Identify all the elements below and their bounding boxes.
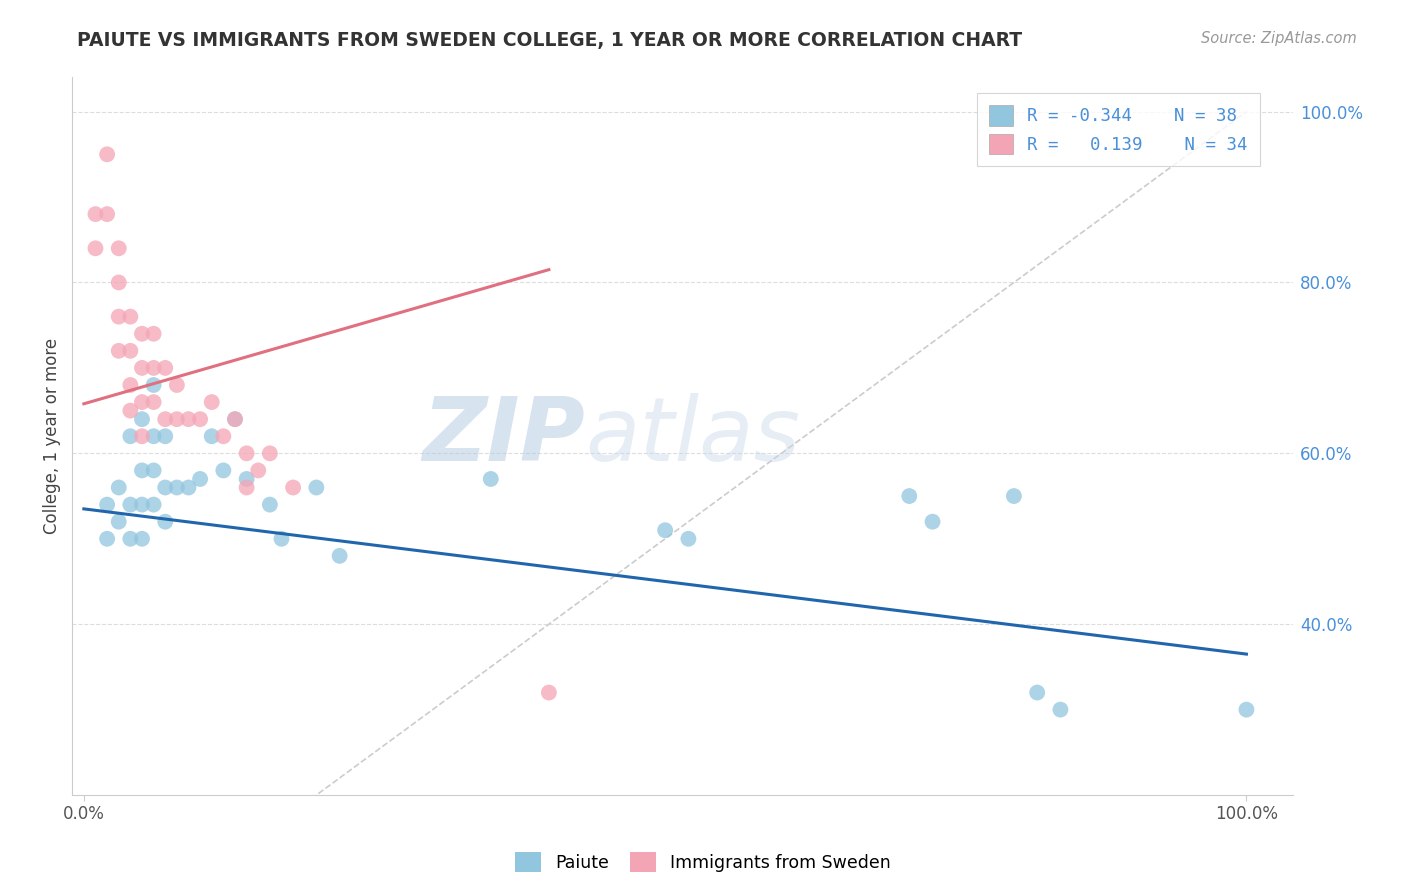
Point — [120, 378, 142, 392]
Point — [188, 472, 211, 486]
Point — [247, 463, 270, 477]
Point — [131, 360, 153, 375]
Point — [155, 481, 177, 495]
Point — [212, 463, 235, 477]
Point — [120, 429, 142, 443]
Point — [107, 481, 129, 495]
Text: PAIUTE VS IMMIGRANTS FROM SWEDEN COLLEGE, 1 YEAR OR MORE CORRELATION CHART: PAIUTE VS IMMIGRANTS FROM SWEDEN COLLEGE… — [77, 31, 1022, 50]
Point — [142, 498, 165, 512]
Point — [235, 481, 257, 495]
Point — [166, 412, 188, 426]
Point — [84, 241, 107, 255]
Point — [235, 446, 257, 460]
Text: Source: ZipAtlas.com: Source: ZipAtlas.com — [1201, 31, 1357, 46]
Point — [96, 532, 118, 546]
Point — [329, 549, 352, 563]
Point — [166, 481, 188, 495]
Point — [654, 523, 676, 537]
Point — [281, 481, 304, 495]
Point — [155, 412, 177, 426]
Point — [270, 532, 292, 546]
Point — [305, 481, 328, 495]
Point — [259, 446, 281, 460]
Point — [212, 429, 235, 443]
Point — [120, 532, 142, 546]
Point — [107, 310, 129, 324]
Point — [96, 207, 118, 221]
Point — [1002, 489, 1025, 503]
Point — [131, 498, 153, 512]
Point — [142, 429, 165, 443]
Point — [155, 429, 177, 443]
Point — [131, 412, 153, 426]
Point — [142, 463, 165, 477]
Point — [142, 395, 165, 409]
Point — [259, 498, 281, 512]
Point — [131, 463, 153, 477]
Point — [142, 378, 165, 392]
Point — [120, 403, 142, 417]
Point — [96, 498, 118, 512]
Point — [107, 241, 129, 255]
Point — [131, 429, 153, 443]
Point — [224, 412, 246, 426]
Point — [120, 498, 142, 512]
Point — [155, 360, 177, 375]
Point — [107, 276, 129, 290]
Point — [142, 326, 165, 341]
Point — [224, 412, 246, 426]
Point — [898, 489, 921, 503]
Point — [1026, 685, 1049, 699]
Point — [107, 343, 129, 358]
Point — [131, 532, 153, 546]
Point — [1049, 703, 1071, 717]
Text: atlas: atlas — [585, 393, 800, 479]
Point — [84, 207, 107, 221]
Text: ZIP: ZIP — [422, 392, 585, 480]
Point — [166, 378, 188, 392]
Point — [1236, 703, 1258, 717]
Point — [678, 532, 700, 546]
Point — [479, 472, 502, 486]
Point — [155, 515, 177, 529]
Point — [96, 147, 118, 161]
Point — [188, 412, 211, 426]
Point — [142, 360, 165, 375]
Point — [235, 472, 257, 486]
Point — [131, 326, 153, 341]
Legend: R = -0.344    N = 38, R =   0.139    N = 34: R = -0.344 N = 38, R = 0.139 N = 34 — [977, 94, 1260, 167]
Point — [177, 481, 200, 495]
Point — [201, 395, 224, 409]
Point — [107, 515, 129, 529]
Point — [921, 515, 943, 529]
Point — [120, 343, 142, 358]
Point — [131, 395, 153, 409]
Point — [120, 310, 142, 324]
Point — [537, 685, 560, 699]
Point — [177, 412, 200, 426]
Legend: Paiute, Immigrants from Sweden: Paiute, Immigrants from Sweden — [509, 845, 897, 879]
Point — [201, 429, 224, 443]
Y-axis label: College, 1 year or more: College, 1 year or more — [44, 338, 60, 534]
